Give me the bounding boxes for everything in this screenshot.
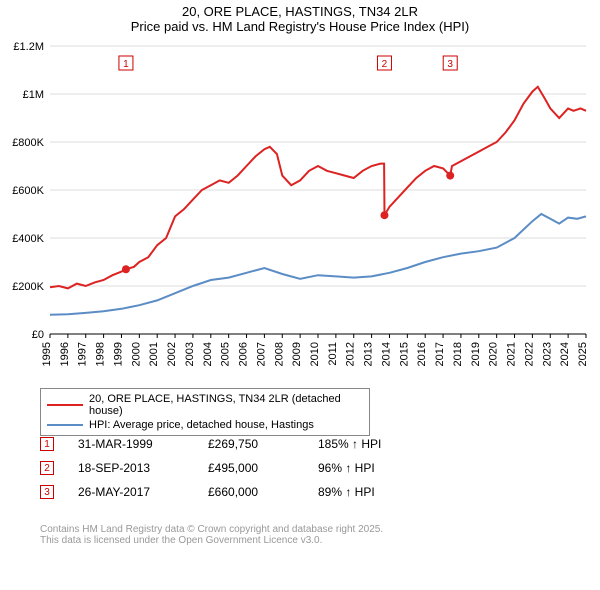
legend-label: 20, ORE PLACE, HASTINGS, TN34 2LR (detac… (89, 393, 363, 417)
legend-item: 20, ORE PLACE, HASTINGS, TN34 2LR (detac… (47, 393, 363, 417)
sale-date: 26-MAY-2017 (78, 485, 208, 499)
sale-row: 1 31-MAR-1999 £269,750 185% ↑ HPI (40, 432, 490, 456)
legend: 20, ORE PLACE, HASTINGS, TN34 2LR (detac… (40, 388, 370, 436)
svg-text:£200K: £200K (12, 281, 44, 293)
svg-text:2003: 2003 (184, 342, 196, 366)
sale-marker-1: 1 (40, 437, 54, 451)
sale-date: 18-SEP-2013 (78, 461, 208, 475)
svg-text:2011: 2011 (327, 342, 339, 366)
svg-text:2008: 2008 (273, 342, 285, 366)
svg-text:2022: 2022 (523, 342, 535, 366)
svg-text:2020: 2020 (488, 342, 500, 366)
svg-text:2012: 2012 (345, 342, 357, 366)
legend-label: HPI: Average price, detached house, Hast… (89, 419, 314, 431)
svg-text:2002: 2002 (166, 342, 178, 366)
sale-price: £660,000 (208, 485, 318, 499)
svg-text:2: 2 (382, 59, 388, 70)
svg-text:2024: 2024 (559, 342, 571, 366)
legend-swatch (47, 424, 83, 426)
sale-marker-3: 3 (40, 485, 54, 499)
sale-price: £495,000 (208, 461, 318, 475)
svg-text:1995: 1995 (41, 342, 53, 366)
svg-text:2001: 2001 (148, 342, 160, 366)
svg-text:2023: 2023 (541, 342, 553, 366)
svg-text:2009: 2009 (291, 342, 303, 366)
svg-text:£600K: £600K (12, 185, 44, 197)
footer-line-2: This data is licensed under the Open Gov… (40, 535, 383, 546)
title-line-2: Price paid vs. HM Land Registry's House … (0, 19, 600, 34)
title-line-1: 20, ORE PLACE, HASTINGS, TN34 2LR (0, 4, 600, 19)
sale-pct: 96% ↑ HPI (318, 461, 375, 475)
sale-row: 3 26-MAY-2017 £660,000 89% ↑ HPI (40, 480, 490, 504)
svg-text:2000: 2000 (130, 342, 142, 366)
svg-text:£0: £0 (32, 329, 44, 341)
svg-text:2016: 2016 (416, 342, 428, 366)
svg-text:3: 3 (447, 59, 453, 70)
svg-text:1999: 1999 (112, 342, 124, 366)
sale-pct: 89% ↑ HPI (318, 485, 375, 499)
legend-swatch (47, 404, 83, 406)
line-chart: £0 £200K £400K £600K £800K £1M £1.2M 1995 1996 19… (6, 40, 594, 380)
svg-text:2018: 2018 (452, 342, 464, 366)
svg-text:2007: 2007 (255, 342, 267, 366)
footer-attribution: Contains HM Land Registry data © Crown c… (40, 524, 383, 546)
sales-table: 1 31-MAR-1999 £269,750 185% ↑ HPI 2 18-S… (40, 432, 490, 504)
svg-text:1: 1 (123, 59, 129, 70)
svg-text:1996: 1996 (59, 342, 71, 366)
svg-text:2010: 2010 (309, 342, 321, 366)
sale-marker-2: 2 (40, 461, 54, 475)
svg-text:2017: 2017 (434, 342, 446, 366)
legend-item: HPI: Average price, detached house, Hast… (47, 419, 363, 431)
svg-text:2015: 2015 (398, 342, 410, 366)
chart-container: £0 £200K £400K £600K £800K £1M £1.2M 1995 1996 19… (6, 40, 594, 380)
svg-text:1998: 1998 (95, 342, 107, 366)
svg-text:2021: 2021 (506, 342, 518, 366)
sale-row: 2 18-SEP-2013 £495,000 96% ↑ HPI (40, 456, 490, 480)
sale-pct: 185% ↑ HPI (318, 437, 381, 451)
svg-text:£1.2M: £1.2M (13, 41, 44, 53)
sale-date: 31-MAR-1999 (78, 437, 208, 451)
svg-text:2005: 2005 (220, 342, 232, 366)
svg-text:£400K: £400K (12, 233, 44, 245)
svg-text:2013: 2013 (363, 342, 375, 366)
svg-text:1997: 1997 (77, 342, 89, 366)
sale-price: £269,750 (208, 437, 318, 451)
chart-title-block: 20, ORE PLACE, HASTINGS, TN34 2LR Price … (0, 0, 600, 34)
svg-text:2004: 2004 (202, 342, 214, 366)
svg-text:£800K: £800K (12, 137, 44, 149)
svg-text:2019: 2019 (470, 342, 482, 366)
svg-text:2006: 2006 (238, 342, 250, 366)
svg-text:2025: 2025 (577, 342, 589, 366)
footer-line-1: Contains HM Land Registry data © Crown c… (40, 524, 383, 535)
svg-text:2014: 2014 (380, 342, 392, 366)
svg-text:£1M: £1M (23, 89, 44, 101)
